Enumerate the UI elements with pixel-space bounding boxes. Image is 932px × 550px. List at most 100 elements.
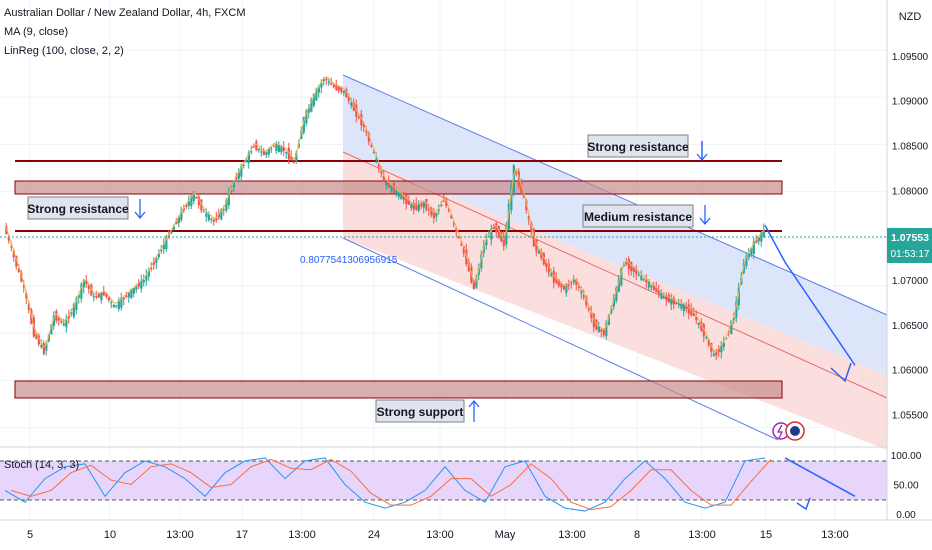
candle[interactable] <box>197 193 200 209</box>
candle[interactable] <box>527 214 530 226</box>
time-axis[interactable]: 5 10 13:00 17 13:00 24 13:00 May 13:00 8 13:00 15 13… <box>27 529 849 541</box>
candle[interactable] <box>677 298 680 309</box>
candle[interactable] <box>67 309 70 324</box>
candle[interactable] <box>645 274 648 289</box>
candle[interactable] <box>237 168 240 183</box>
candle[interactable] <box>280 144 283 155</box>
candle[interactable] <box>485 233 488 250</box>
candle[interactable] <box>282 141 285 157</box>
candle[interactable] <box>435 211 438 222</box>
candle[interactable] <box>720 341 723 359</box>
candle[interactable] <box>405 192 408 210</box>
candle[interactable] <box>392 182 395 194</box>
candle[interactable] <box>275 140 278 154</box>
alert-icons[interactable] <box>772 421 805 441</box>
candle[interactable] <box>512 164 515 197</box>
candle[interactable] <box>520 178 523 195</box>
candle[interactable] <box>430 206 433 218</box>
candle[interactable] <box>140 274 143 293</box>
candle[interactable] <box>695 310 698 325</box>
candle[interactable] <box>737 282 740 310</box>
candle[interactable] <box>490 224 493 246</box>
candle[interactable] <box>110 300 113 309</box>
candle[interactable] <box>705 335 708 340</box>
candle[interactable] <box>142 274 145 287</box>
candle[interactable] <box>495 221 498 237</box>
candle[interactable] <box>117 297 120 312</box>
candle[interactable] <box>65 314 68 333</box>
candle[interactable] <box>625 257 628 266</box>
projection-arrow[interactable] <box>764 225 856 366</box>
candle[interactable] <box>542 252 545 266</box>
candle[interactable] <box>682 302 685 317</box>
candle[interactable] <box>552 266 555 289</box>
candle[interactable] <box>547 258 550 277</box>
annotation-strong-resistance-left[interactable]: Strong resistance <box>27 196 129 220</box>
candle[interactable] <box>480 250 483 272</box>
candle[interactable] <box>107 296 110 303</box>
candle[interactable] <box>715 348 718 361</box>
candle[interactable] <box>52 311 55 330</box>
candle[interactable] <box>302 116 305 135</box>
support-zone[interactable] <box>14 380 783 399</box>
candle[interactable] <box>225 198 228 213</box>
candle[interactable] <box>155 256 158 269</box>
candle[interactable] <box>600 327 603 338</box>
candle[interactable] <box>640 270 643 282</box>
candle[interactable] <box>457 236 460 239</box>
candle[interactable] <box>390 184 393 193</box>
candle[interactable] <box>62 318 65 327</box>
candle[interactable] <box>295 150 298 164</box>
candle[interactable] <box>310 97 313 113</box>
candle[interactable] <box>662 292 665 300</box>
candle[interactable] <box>122 295 125 306</box>
candle[interactable] <box>145 269 148 287</box>
candle[interactable] <box>725 337 728 340</box>
candle[interactable] <box>650 284 653 291</box>
candle[interactable] <box>262 147 265 156</box>
candle[interactable] <box>717 345 720 358</box>
candle[interactable] <box>165 234 168 252</box>
candle[interactable] <box>445 196 448 209</box>
candle[interactable] <box>72 302 75 319</box>
candle[interactable] <box>477 263 480 281</box>
candle[interactable] <box>40 339 43 349</box>
candle[interactable] <box>627 256 630 276</box>
candle[interactable] <box>285 151 288 159</box>
candle[interactable] <box>315 87 318 102</box>
candle[interactable] <box>180 206 183 223</box>
candle[interactable] <box>447 207 450 213</box>
candle[interactable] <box>762 223 765 238</box>
candle[interactable] <box>87 284 90 294</box>
candle[interactable] <box>665 292 668 307</box>
candle[interactable] <box>120 292 123 311</box>
candle[interactable] <box>680 299 683 311</box>
candle[interactable] <box>265 151 268 158</box>
candle[interactable] <box>192 191 195 205</box>
candle[interactable] <box>397 191 400 200</box>
candle[interactable] <box>687 299 690 320</box>
candle[interactable] <box>75 296 78 315</box>
annotation-strong-support[interactable]: Strong support <box>375 399 465 423</box>
candle[interactable] <box>200 198 203 214</box>
candle[interactable] <box>597 321 600 333</box>
candle[interactable] <box>417 200 420 213</box>
candle[interactable] <box>257 148 260 153</box>
candle[interactable] <box>620 267 623 287</box>
candle[interactable] <box>157 249 160 260</box>
candle[interactable] <box>412 199 415 215</box>
candle[interactable] <box>410 202 413 211</box>
candle[interactable] <box>355 99 358 123</box>
candle[interactable] <box>572 275 575 285</box>
candle[interactable] <box>660 289 663 300</box>
candle[interactable] <box>592 313 595 333</box>
candle[interactable] <box>425 198 428 212</box>
candle[interactable] <box>385 181 388 191</box>
candle[interactable] <box>522 194 525 199</box>
candle[interactable] <box>757 236 760 245</box>
candle[interactable] <box>745 252 748 270</box>
candle[interactable] <box>377 162 380 173</box>
candle[interactable] <box>115 304 118 309</box>
candle[interactable] <box>212 218 215 226</box>
